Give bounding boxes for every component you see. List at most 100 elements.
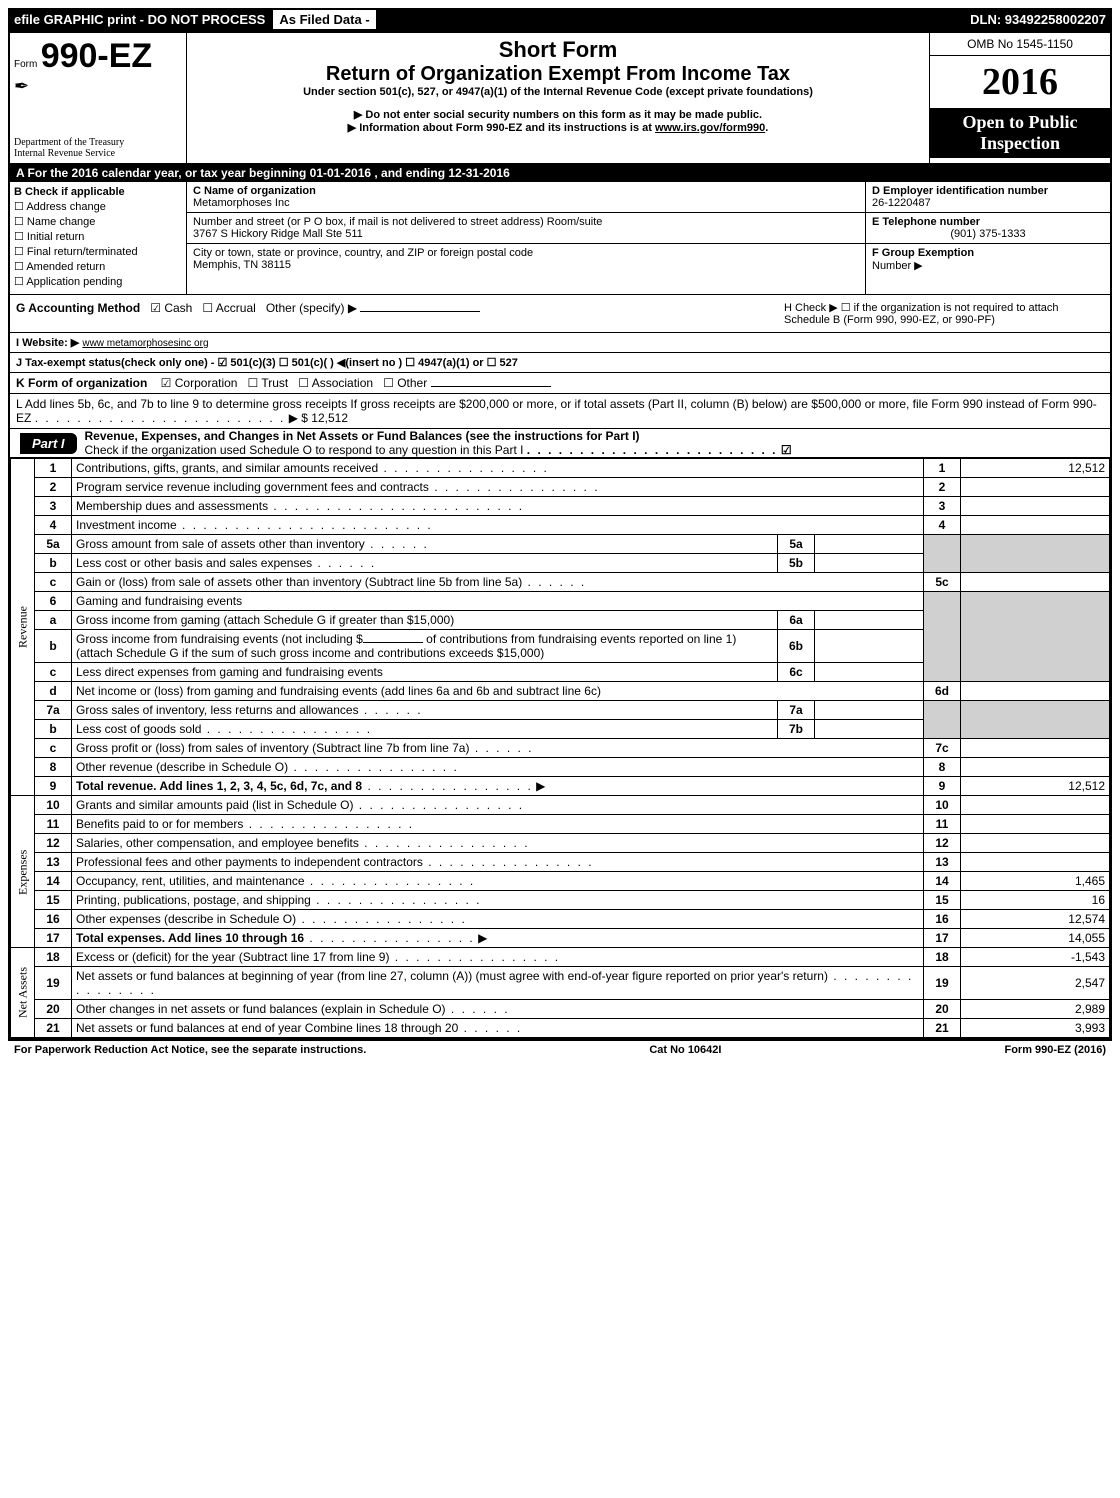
l-amount: ▶ $ 12,512 bbox=[289, 411, 348, 425]
line-1-amount: 12,512 bbox=[961, 459, 1110, 478]
table-row: 12 Salaries, other compensation, and emp… bbox=[11, 834, 1110, 853]
table-row: Expenses 10 Grants and similar amounts p… bbox=[11, 796, 1110, 815]
netassets-sidelabel: Net Assets bbox=[11, 948, 35, 1038]
dln-label: DLN: 93492258002207 bbox=[964, 10, 1112, 29]
city-value: Memphis, TN 38115 bbox=[193, 259, 859, 271]
c-name-row: C Name of organization Metamorphoses Inc bbox=[187, 182, 865, 213]
part1-checked[interactable]: ☑ bbox=[781, 443, 792, 457]
cb-cash[interactable]: Cash bbox=[150, 301, 192, 315]
c-city-row: City or town, state or province, country… bbox=[187, 244, 865, 274]
c-addr-row: Number and street (or P O box, if mail i… bbox=[187, 213, 865, 244]
table-row: 17 Total expenses. Add lines 10 through … bbox=[11, 929, 1110, 948]
row-l: L Add lines 5b, 6c, and 7b to line 9 to … bbox=[10, 394, 1110, 429]
row-j: J Tax-exempt status(check only one) - ☑ … bbox=[10, 353, 1110, 373]
form-id-column: Form 990-EZ ✒ Department of the Treasury… bbox=[10, 33, 187, 163]
h-cell: H Check ▶ ☐ if the organization is not r… bbox=[778, 295, 1110, 332]
g-cell: G Accounting Method Cash Accrual Other (… bbox=[10, 295, 778, 332]
section-b: B Check if applicable Address change Nam… bbox=[10, 182, 187, 294]
table-row: 15 Printing, publications, postage, and … bbox=[11, 891, 1110, 910]
cb-corporation[interactable]: Corporation bbox=[161, 376, 238, 390]
efile-label: efile GRAPHIC print - DO NOT PROCESS bbox=[8, 10, 271, 29]
cb-amended-return[interactable]: Amended return bbox=[14, 260, 182, 273]
dept-treasury: Department of the Treasury bbox=[14, 137, 182, 148]
table-row: 20 Other changes in net assets or fund b… bbox=[11, 1000, 1110, 1019]
cb-accrual[interactable]: Accrual bbox=[202, 301, 255, 315]
g-other: Other (specify) ▶ bbox=[266, 301, 357, 315]
expenses-sidelabel: Expenses bbox=[11, 796, 35, 948]
line-19-amount: 2,547 bbox=[961, 967, 1110, 1000]
table-row: 3 Membership dues and assessments 3 bbox=[11, 497, 1110, 516]
irs-link[interactable]: www.irs.gov/form990 bbox=[655, 122, 765, 134]
right-header-column: OMB No 1545-1150 2016 Open to Public Ins… bbox=[929, 33, 1110, 163]
row-i: I Website: ▶ www metamorphosesinc org bbox=[10, 333, 1110, 353]
cb-final-return[interactable]: Final return/terminated bbox=[14, 245, 182, 258]
instruction-info: ▶ Information about Form 990-EZ and its … bbox=[191, 121, 925, 134]
section-def: D Employer identification number 26-1220… bbox=[865, 182, 1110, 294]
line-15-amount: 16 bbox=[961, 891, 1110, 910]
part1-check-text: Check if the organization used Schedule … bbox=[85, 443, 524, 457]
i-label: I Website: ▶ bbox=[16, 337, 79, 349]
table-row: 2 Program service revenue including gove… bbox=[11, 478, 1110, 497]
g-label: G Accounting Method bbox=[16, 301, 140, 315]
e-value: (901) 375-1333 bbox=[872, 228, 1104, 240]
f-label2: Number ▶ bbox=[872, 260, 923, 272]
d-value: 26-1220487 bbox=[872, 197, 1104, 209]
d-row: D Employer identification number 26-1220… bbox=[866, 182, 1110, 213]
cb-application-pending[interactable]: Application pending bbox=[14, 275, 182, 288]
c-label: C Name of organization bbox=[193, 185, 859, 197]
section-c: C Name of organization Metamorphoses Inc… bbox=[187, 182, 865, 294]
line-9-amount: 12,512 bbox=[961, 777, 1110, 796]
cb-trust[interactable]: Trust bbox=[247, 376, 288, 390]
table-row: 19 Net assets or fund balances at beginn… bbox=[11, 967, 1110, 1000]
k-other-blank[interactable] bbox=[431, 386, 551, 387]
cb-name-change[interactable]: Name change bbox=[14, 215, 182, 228]
subtitle: Under section 501(c), 527, or 4947(a)(1)… bbox=[191, 86, 925, 98]
website-link[interactable]: www metamorphosesinc org bbox=[82, 338, 208, 349]
instruction-ssn: ▶ Do not enter social security numbers o… bbox=[191, 108, 925, 121]
org-name: Metamorphoses Inc bbox=[193, 197, 859, 209]
d-label: D Employer identification number bbox=[872, 185, 1104, 197]
row-a-calendar-year: A For the 2016 calendar year, or tax yea… bbox=[10, 164, 1110, 182]
e-label: E Telephone number bbox=[872, 216, 1104, 228]
j-text: J Tax-exempt status(check only one) - ☑ … bbox=[16, 357, 518, 369]
lines-table: Revenue 1 Contributions, gifts, grants, … bbox=[10, 458, 1110, 1038]
short-form-title: Short Form bbox=[191, 37, 925, 63]
cb-association[interactable]: Association bbox=[298, 376, 373, 390]
section-bcdef: B Check if applicable Address change Nam… bbox=[10, 182, 1110, 295]
omb-number: OMB No 1545-1150 bbox=[930, 33, 1110, 56]
table-row: 13 Professional fees and other payments … bbox=[11, 853, 1110, 872]
as-filed-label: As Filed Data - bbox=[271, 8, 377, 31]
table-row: 6 Gaming and fundraising events bbox=[11, 592, 1110, 611]
revenue-sidelabel: Revenue bbox=[11, 459, 35, 796]
cat-number: Cat No 10642I bbox=[649, 1044, 721, 1056]
cb-initial-return[interactable]: Initial return bbox=[14, 230, 182, 243]
table-row: 9 Total revenue. Add lines 1, 2, 3, 4, 5… bbox=[11, 777, 1110, 796]
table-row: 8 Other revenue (describe in Schedule O)… bbox=[11, 758, 1110, 777]
b-title: B Check if applicable bbox=[14, 186, 182, 198]
tax-year: 2016 bbox=[930, 56, 1110, 108]
row-k: K Form of organization Corporation Trust… bbox=[10, 373, 1110, 394]
table-row: 11 Benefits paid to or for members 11 bbox=[11, 815, 1110, 834]
e-row: E Telephone number (901) 375-1333 bbox=[866, 213, 1110, 244]
cb-other-org[interactable]: Other bbox=[383, 376, 427, 390]
part1-tab: Part I bbox=[20, 433, 77, 454]
header-grid: Form 990-EZ ✒ Department of the Treasury… bbox=[10, 33, 1110, 164]
g-other-blank[interactable] bbox=[360, 311, 480, 312]
table-row: 14 Occupancy, rent, utilities, and maint… bbox=[11, 872, 1110, 891]
addr-label: Number and street (or P O box, if mail i… bbox=[193, 216, 859, 228]
line-20-amount: 2,989 bbox=[961, 1000, 1110, 1019]
addr-value: 3767 S Hickory Ridge Mall Ste 511 bbox=[193, 228, 859, 240]
footer: For Paperwork Reduction Act Notice, see … bbox=[8, 1040, 1112, 1059]
part1-title: Revenue, Expenses, and Changes in Net As… bbox=[77, 429, 1110, 457]
line-16-amount: 12,574 bbox=[961, 910, 1110, 929]
table-row: Revenue 1 Contributions, gifts, grants, … bbox=[11, 459, 1110, 478]
line-17-amount: 14,055 bbox=[961, 929, 1110, 948]
line-21-amount: 3,993 bbox=[961, 1019, 1110, 1038]
form-prefix: Form bbox=[14, 59, 37, 70]
paperwork-notice: For Paperwork Reduction Act Notice, see … bbox=[14, 1044, 366, 1056]
line-18-amount: -1,543 bbox=[961, 948, 1110, 967]
cb-address-change[interactable]: Address change bbox=[14, 200, 182, 213]
k-label: K Form of organization bbox=[16, 376, 147, 390]
form-number: 990-EZ bbox=[41, 37, 153, 75]
top-bar: efile GRAPHIC print - DO NOT PROCESS As … bbox=[8, 8, 1112, 31]
